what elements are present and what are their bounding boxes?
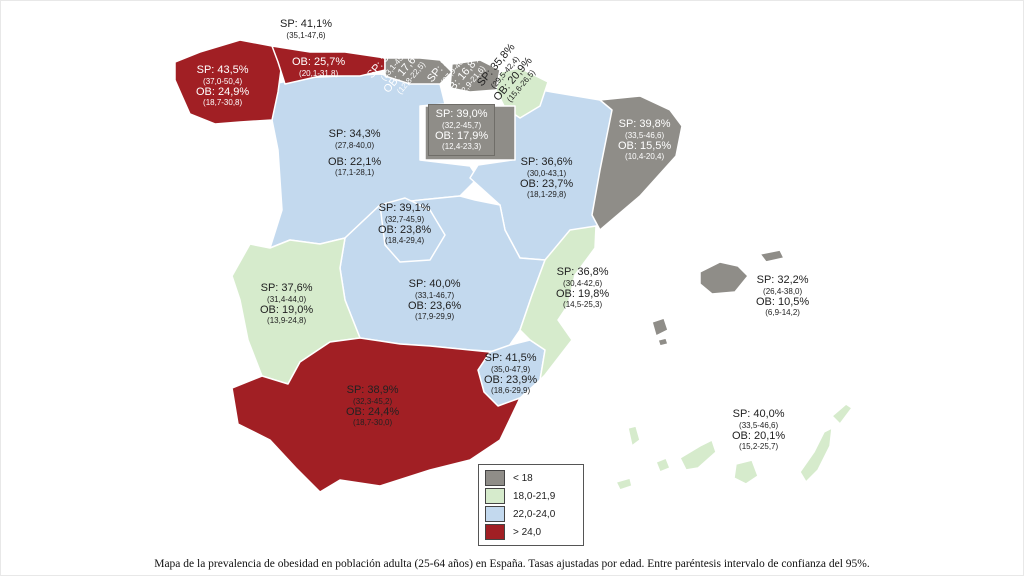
label-asturias-ob: OB: 25,7% (20,1-31,8) — [292, 56, 346, 78]
region-madrid — [379, 197, 446, 263]
legend-label: 22,0-24,0 — [513, 508, 556, 520]
region-canarias-el-hierro — [615, 477, 633, 491]
map-legend: < 18 18,0-21,9 22,0-24,0 > 24,0 — [478, 464, 584, 546]
legend-label: 18,0-21,9 — [513, 490, 556, 502]
label-asturias-sp: SP: 41,1% (35,1-47,6) — [280, 18, 332, 40]
region-andalucia — [231, 337, 521, 493]
legend-label: > 24,0 — [513, 526, 542, 538]
legend-item: > 24,0 — [485, 523, 577, 541]
legend-label: < 18 — [513, 472, 533, 484]
region-canarias-tenerife — [679, 439, 717, 471]
legend-item: 22,0-24,0 — [485, 505, 577, 523]
region-baleares-menorca — [759, 249, 785, 263]
region-canarias-fuerteventura — [799, 427, 833, 483]
region-asturias — [271, 45, 386, 85]
label-murcia: SP: 41,5% (35,0-47,9) OB: 23,9% (18,6-29… — [484, 352, 538, 396]
label-madrid: SP: 39,1% (32,7-45,9) OB: 23,8% (18,4-29… — [378, 202, 432, 246]
label-galicia: SP: 43,5% (37,0-50,4) OB: 24,9% (18,7-30… — [196, 64, 250, 108]
region-valencia — [519, 225, 597, 381]
legend-swatch — [485, 524, 505, 540]
region-baleares-formentera — [657, 337, 669, 347]
legend-item: 18,0-21,9 — [485, 487, 577, 505]
label-castilla-la-mancha: SP: 40,0% (33,1-46,7) OB: 23,6% (17,9-29… — [408, 278, 462, 322]
region-baleares-mallorca — [699, 261, 749, 295]
region-canarias-lanzarote — [831, 403, 853, 425]
label-canarias: SP: 40,0% (33,5-46,6) OB: 20,1% (15,2-25… — [732, 408, 786, 452]
label-baleares: SP: 32,2% (26,4-38,0) OB: 10,5% (6,9-14,… — [756, 274, 810, 318]
map-caption: Mapa de la prevalencia de obesidad en po… — [154, 558, 870, 570]
region-galicia — [174, 39, 283, 125]
legend-swatch — [485, 506, 505, 522]
region-baleares-ibiza — [651, 317, 669, 337]
label-cataluna: SP: 39,8% (33,5-46,6) OB: 15,5% (10,4-20… — [618, 118, 672, 162]
region-canarias-la-gomera — [655, 457, 671, 473]
region-cantabria — [384, 57, 453, 85]
label-castilla-leon: SP: 34,3% (27,8-40,0) OB: 22,1% (17,1-28… — [328, 128, 382, 178]
region-canarias-gran-canaria — [733, 459, 759, 485]
label-extremadura: SP: 37,6% (31,4-44,0) OB: 19,0% (13,9-24… — [260, 282, 314, 326]
label-la-rioja: SP: 39,0% (32,2-45,7) OB: 17,9% (12,4-23… — [428, 104, 496, 156]
legend-swatch — [485, 488, 505, 504]
region-canarias-la-palma — [627, 425, 641, 447]
label-aragon: SP: 36,6% (30,0-43,1) OB: 23,7% (18,1-29… — [520, 156, 574, 200]
legend-swatch — [485, 470, 505, 486]
label-valencia: SP: 36,8% (30,4-42,6) OB: 19,8% (14,5-25… — [556, 266, 610, 310]
region-cataluna — [591, 95, 683, 231]
legend-item: < 18 — [485, 469, 577, 487]
label-andalucia: SP: 38,9% (32,3-45,2) OB: 24,4% (18,7-30… — [346, 384, 400, 428]
